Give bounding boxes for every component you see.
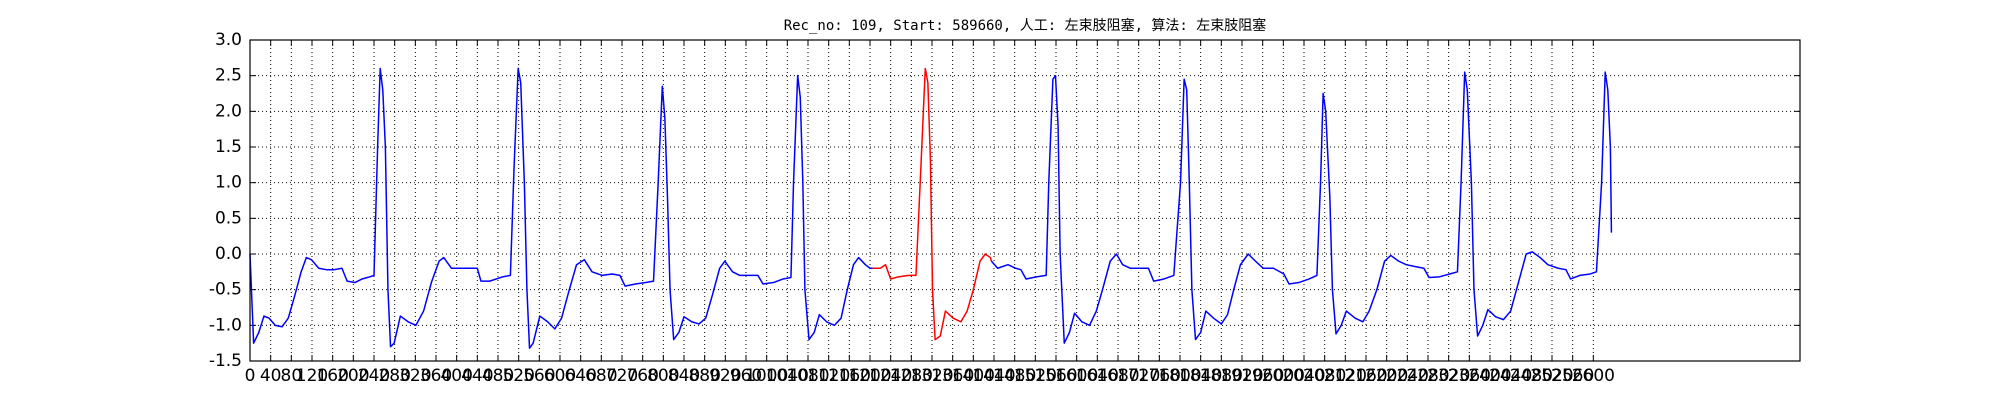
x-tick-label: 640 <box>564 366 596 386</box>
x-tick-label: 920 <box>709 366 741 386</box>
y-tick-label: -1.0 <box>209 315 242 335</box>
ecg-line <box>249 67 873 349</box>
x-tick-label: 2360 <box>1448 366 1491 386</box>
x-tick-label: 1400 <box>952 366 995 386</box>
x-tick-label: 240 <box>358 366 390 386</box>
x-tick-label: 1440 <box>972 366 1015 386</box>
x-tick-label: 840 <box>668 366 700 386</box>
x-tick-label: 2080 <box>1303 366 1346 386</box>
x-tick-label: 320 <box>399 366 431 386</box>
x-tick-label: 680 <box>585 366 617 386</box>
x-tick-label: 80 <box>281 366 303 386</box>
x-tick-label: 960 <box>730 366 762 386</box>
x-tick-label: 0 <box>245 366 256 386</box>
x-tick-label: 2200 <box>1365 366 1408 386</box>
x-tick-label: 440 <box>461 366 493 386</box>
x-tick-label: 1520 <box>1014 366 1057 386</box>
chart-title: Rec_no: 109, Start: 589660, 人工: 左束肢阻塞, 算… <box>784 17 1267 34</box>
y-tick-label: 0.5 <box>215 208 242 228</box>
x-tick-label: 2240 <box>1386 366 1429 386</box>
x-tick-label: 1480 <box>993 366 1036 386</box>
x-tick-label: 400 <box>440 366 472 386</box>
x-tick-label: 800 <box>647 366 679 386</box>
x-tick-label: 1720 <box>1117 366 1160 386</box>
x-tick-label: 1800 <box>1158 366 1201 386</box>
x-tick-label: 1600 <box>1055 366 1098 386</box>
x-tick-label: 720 <box>606 366 638 386</box>
y-tick-label: 2.0 <box>215 101 242 121</box>
x-tick-label: 160 <box>316 366 348 386</box>
x-tick-label: 1240 <box>869 366 912 386</box>
x-tick-label: 360 <box>420 366 452 386</box>
x-tick-label: 600 <box>544 366 576 386</box>
x-tick-label: 1360 <box>931 366 974 386</box>
x-tick-label: 1280 <box>890 366 933 386</box>
x-tick-label: 1560 <box>1034 366 1077 386</box>
x-tick-label: 480 <box>482 366 514 386</box>
x-tick-label: 2320 <box>1427 366 1470 386</box>
x-tick-label: 40 <box>260 366 282 386</box>
x-tick-label: 1880 <box>1200 366 1243 386</box>
x-tick-label: 2400 <box>1468 366 1511 386</box>
x-tick-label: 760 <box>626 366 658 386</box>
x-tick-label: 1200 <box>848 366 891 386</box>
y-tick-label: 1.5 <box>215 137 242 157</box>
y-tick-label: 0.0 <box>215 244 242 264</box>
x-tick-label: 2160 <box>1344 366 1387 386</box>
x-tick-label: 1840 <box>1179 366 1222 386</box>
x-tick-label: 2600 <box>1572 366 1615 386</box>
y-tick-label: -1.5 <box>209 351 242 371</box>
ecg-line <box>872 67 993 341</box>
x-tick-label: 880 <box>688 366 720 386</box>
x-tick-label: 2480 <box>1510 366 1553 386</box>
x-tick-label: 120 <box>296 366 328 386</box>
x-tick-label: 200 <box>337 366 369 386</box>
x-tick-label: 2000 <box>1262 366 1305 386</box>
x-tick-label: 1640 <box>1076 366 1119 386</box>
x-tick-label: 2440 <box>1489 366 1532 386</box>
x-tick-label: 2040 <box>1282 366 1325 386</box>
y-tick-label: 2.5 <box>215 66 242 86</box>
x-tick-label: 1960 <box>1241 366 1284 386</box>
x-tick-label: 2120 <box>1324 366 1367 386</box>
x-tick-label: 1120 <box>807 366 850 386</box>
x-tick-label: 2560 <box>1551 366 1594 386</box>
x-tick-label: 1040 <box>766 366 809 386</box>
y-tick-label: -0.5 <box>209 280 242 300</box>
y-tick-label: 1.0 <box>215 173 242 193</box>
x-tick-label: 1920 <box>1220 366 1263 386</box>
x-tick-label: 520 <box>502 366 534 386</box>
ecg-line <box>990 71 1613 344</box>
x-tick-label: 280 <box>378 366 410 386</box>
x-tick-label: 1680 <box>1096 366 1139 386</box>
x-tick-label: 1160 <box>828 366 871 386</box>
x-tick-label: 1000 <box>745 366 788 386</box>
y-tick-label: 3.0 <box>215 30 242 50</box>
x-tick-label: 560 <box>523 366 555 386</box>
x-tick-label: 1080 <box>786 366 829 386</box>
plot-frame <box>249 39 1801 362</box>
x-tick-label: 1760 <box>1138 366 1181 386</box>
x-tick-label: 2520 <box>1530 366 1573 386</box>
x-tick-label: 2280 <box>1406 366 1449 386</box>
x-tick-label: 1320 <box>910 366 953 386</box>
